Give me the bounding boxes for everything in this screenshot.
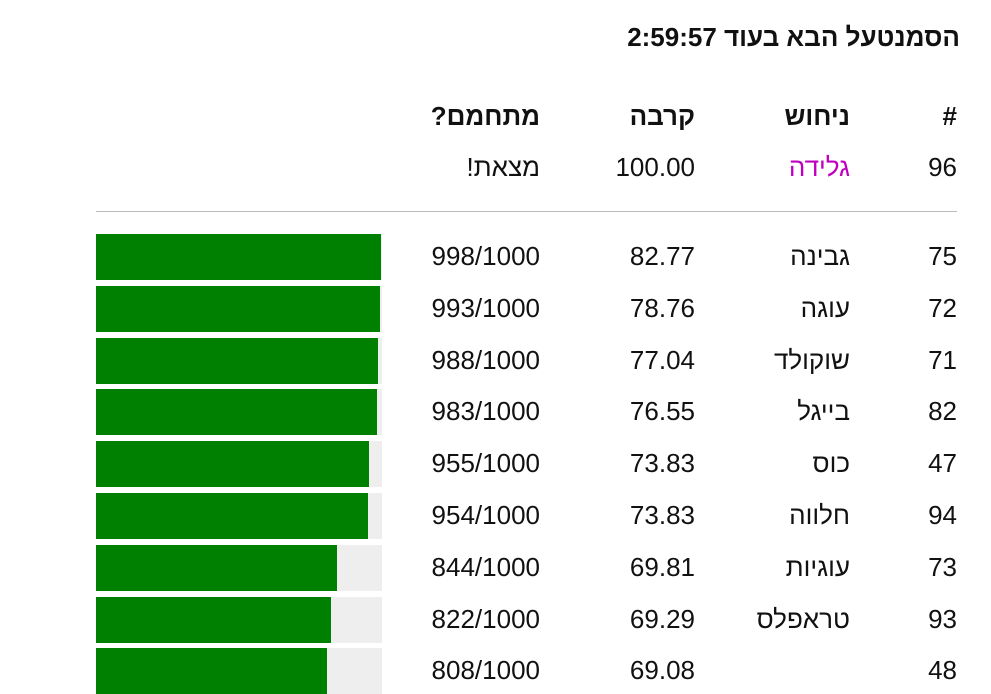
progress-bar [96, 648, 327, 694]
row-word: טראפלס [756, 603, 850, 634]
column-header: קרבה [629, 101, 695, 131]
row-number: 71 [928, 344, 957, 375]
guess-word: גלידה [788, 152, 850, 182]
row-progress: 808/1000 [431, 655, 540, 686]
guess-status: מצאת! [466, 152, 540, 182]
guess-number: 96 [928, 152, 957, 182]
column-header: ניחוש [784, 101, 850, 131]
progress-bar [96, 441, 369, 488]
row-word: שוקולד [773, 344, 850, 375]
row-proximity: 69.81 [629, 551, 695, 582]
row-proximity: 73.83 [629, 500, 695, 530]
row-number: 48 [928, 655, 957, 686]
row-number: 93 [928, 603, 957, 634]
progress-bar [96, 544, 337, 591]
row-word: עוגה [800, 292, 850, 323]
row-number: 47 [928, 448, 957, 479]
row-progress: 998/1000 [431, 241, 540, 271]
progress-bar [96, 493, 369, 539]
row-progress: 983/1000 [431, 396, 540, 427]
row-progress: 844/1000 [431, 551, 540, 582]
row-progress: 955/1000 [431, 448, 540, 479]
row-word: כוס [812, 448, 850, 479]
row-progress: 993/1000 [431, 292, 540, 323]
progress-bar [96, 285, 380, 332]
row-word: בייגל [797, 396, 850, 427]
row-progress: 954/1000 [431, 500, 540, 530]
row-number: 94 [928, 500, 957, 530]
progress-bar [96, 337, 379, 384]
row-number: 82 [928, 396, 957, 427]
page-body: הסמנטעל הבא בעוד 2:59:57 # ניחוש קרבה מתחמם… [96, 22, 960, 694]
row-proximity: 77.04 [629, 344, 695, 375]
row-progress: 822/1000 [431, 603, 540, 634]
row-word: עוגיות [785, 551, 850, 582]
row-proximity: 73.83 [629, 448, 695, 479]
row-proximity: 82.77 [629, 241, 695, 271]
countdown-title: הסמנטעל הבא בעוד 2:59:57 [627, 22, 960, 52]
row-word: חלווה [789, 500, 850, 530]
row-progress: 988/1000 [431, 344, 540, 375]
progress-bar [96, 234, 381, 280]
progress-bar [96, 389, 377, 436]
row-proximity: 69.08 [629, 655, 695, 686]
row-number: 73 [928, 551, 957, 582]
column-header: # [942, 101, 957, 131]
row-proximity: 78.76 [629, 292, 695, 323]
row-proximity: 69.29 [629, 603, 695, 634]
page: {"title": "הסמנטעל הבא בעוד 2:59:57", "t… [96, 22, 960, 694]
row-number: 75 [928, 241, 957, 271]
column-header: מתחמם? [430, 101, 540, 131]
progress-bar [96, 596, 331, 643]
guess-proximity: 100.00 [615, 152, 695, 182]
row-word: גבינה [790, 241, 850, 271]
row-number: 72 [928, 292, 957, 323]
separator [96, 211, 957, 212]
row-proximity: 76.55 [629, 396, 695, 427]
